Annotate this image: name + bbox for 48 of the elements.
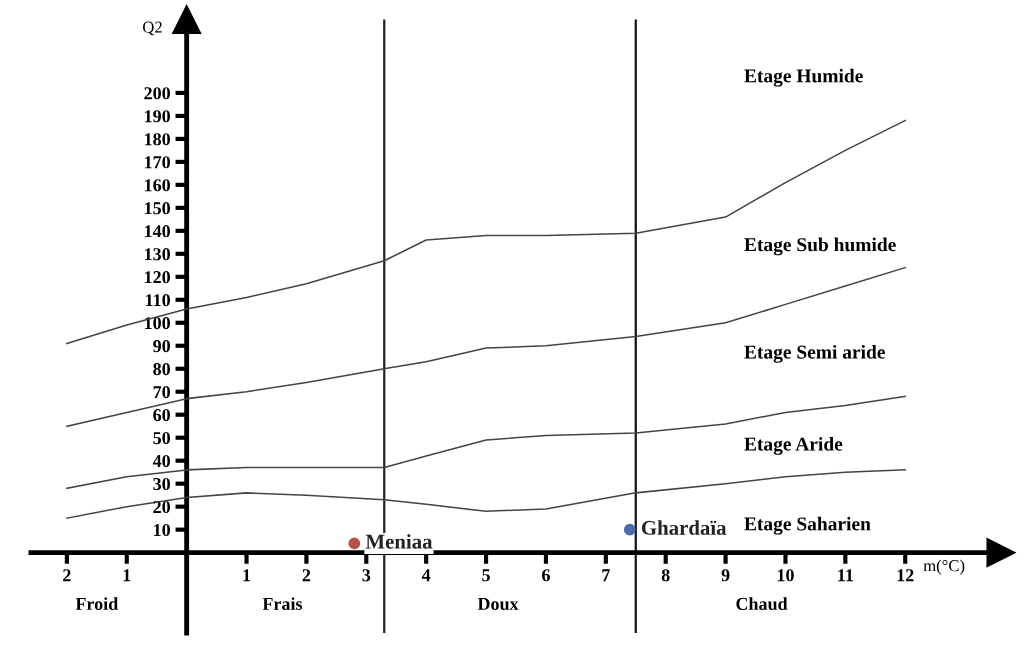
y-tick-label: 100: [145, 317, 170, 330]
line-series: [66, 266, 906, 427]
x-tick-label: 7: [602, 569, 610, 582]
x-tick-label: 1: [243, 569, 251, 582]
y-tick-label: 120: [145, 271, 170, 284]
y-tick-label: 70: [153, 385, 170, 399]
series-label: Ghardaïa: [641, 520, 727, 535]
x-tick-label: 6: [542, 569, 550, 582]
y-tick-label: 150: [145, 202, 170, 215]
x-tick-label: 2: [302, 569, 311, 582]
y-tick-label: 170: [145, 156, 170, 169]
annotation: Doux: [477, 597, 519, 611]
x-tick-label: 10: [777, 569, 794, 582]
x-tick-label: 4: [421, 569, 431, 582]
y-tick-label: 80: [153, 363, 170, 376]
annotation: Etage Aride: [744, 437, 843, 455]
annotation: Etage Semi aride: [744, 344, 885, 363]
y-tick-label: 190: [145, 110, 170, 123]
annotation: Chaud: [736, 597, 788, 611]
y-tick-label: 90: [153, 340, 170, 353]
y-tick-label: 60: [153, 408, 170, 422]
x-tick-label: 12: [897, 569, 914, 582]
y-tick-label: 20: [153, 500, 170, 514]
y-tick-label: 50: [153, 431, 170, 445]
x-tick-label: 2: [63, 569, 71, 582]
annotation: Etage Saharien: [744, 516, 871, 535]
annotation: Froid: [75, 597, 119, 610]
x-axis-title: m(°C): [923, 559, 965, 575]
x-tick-label: 8: [661, 569, 670, 582]
y-tick-label: 10: [154, 523, 170, 537]
annotation: Etage Sub humide: [744, 237, 896, 256]
x-tick-label: 3: [362, 569, 371, 582]
series-label: Meniaa: [365, 533, 433, 549]
y-tick-label: 140: [145, 225, 170, 238]
annotation: Etage Humide: [744, 68, 863, 87]
y-tick-label: 30: [153, 477, 170, 491]
y-tick-label: 200: [144, 87, 170, 100]
y-tick-label: 130: [145, 248, 170, 261]
y-tick-label: 40: [152, 454, 170, 468]
y-tick-label: 160: [145, 179, 170, 192]
x-tick-label: 5: [482, 569, 490, 582]
x-tick-label: 1: [123, 569, 131, 582]
x-tick-label: 11: [838, 569, 853, 582]
annotation: Frais: [262, 597, 303, 610]
y-axis-title: Q2: [143, 21, 162, 36]
y-tick-label: 110: [146, 294, 170, 307]
x-tick-label: 9: [721, 569, 730, 582]
y-tick-label: 180: [145, 133, 170, 146]
